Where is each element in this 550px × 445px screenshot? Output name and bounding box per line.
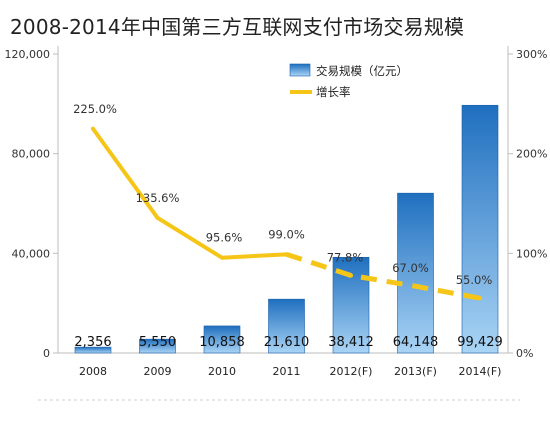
growth-point (284, 252, 289, 257)
legend-bar-label: 交易规模（亿元） (316, 64, 408, 78)
growth-rate-label: 55.0% (456, 273, 493, 287)
growth-line-dashed (285, 251, 481, 301)
bar (268, 298, 305, 354)
growth-point (155, 215, 160, 220)
x-tick-label: 2010 (208, 365, 236, 378)
left-tick-label: 80,000 (12, 148, 51, 161)
bar-value-label: 64,148 (393, 335, 439, 350)
growth-rate-label: 135.6% (136, 191, 180, 205)
x-tick-label: 2014(F) (459, 365, 502, 378)
x-tick-label: 2013(F) (394, 365, 437, 378)
x-tick-label: 2008 (79, 365, 107, 378)
growth-rate-label: 99.0% (268, 227, 305, 241)
left-tick-label: 40,000 (12, 247, 51, 260)
legend-line-label: 增长率 (316, 85, 351, 99)
growth-rate-label: 95.6% (206, 231, 243, 245)
bar (461, 104, 499, 354)
bar-value-label: 5,550 (139, 335, 176, 350)
right-tick-label: 100% (516, 247, 547, 260)
legend-bar-swatch (289, 63, 311, 77)
bar-value-label: 38,412 (328, 335, 374, 350)
growth-point (220, 255, 224, 260)
bar (74, 346, 112, 354)
chart-title: 2008-2014年中国第三方互联网支付市场交易规模 (10, 15, 465, 39)
bar-value-label: 99,429 (457, 335, 503, 350)
growth-point (478, 296, 482, 301)
right-tick-label: 200% (516, 148, 547, 161)
bar (139, 338, 176, 354)
bar-value-label: 10,858 (199, 335, 245, 350)
left-tick-label: 120,000 (5, 48, 51, 61)
growth-rate-label: 225.0% (73, 102, 117, 116)
x-tick-label: 2011 (273, 365, 301, 378)
left-tick-label: 0 (43, 347, 50, 360)
growth-point (349, 273, 353, 278)
growth-point (91, 126, 95, 131)
growth-rate-label: 67.0% (392, 261, 429, 275)
growth-rate-label: 77.8% (327, 250, 364, 264)
x-tick-label: 2009 (144, 365, 172, 378)
bar-value-label: 21,610 (264, 335, 310, 350)
x-tick-label: 2012(F) (330, 365, 373, 378)
growth-line-solid (91, 126, 289, 260)
growth-point (413, 284, 418, 289)
bar (397, 192, 434, 354)
right-tick-label: 0% (516, 347, 533, 360)
bar-value-label: 2,356 (74, 335, 111, 350)
right-tick-label: 300% (516, 48, 547, 61)
bar (203, 325, 241, 354)
